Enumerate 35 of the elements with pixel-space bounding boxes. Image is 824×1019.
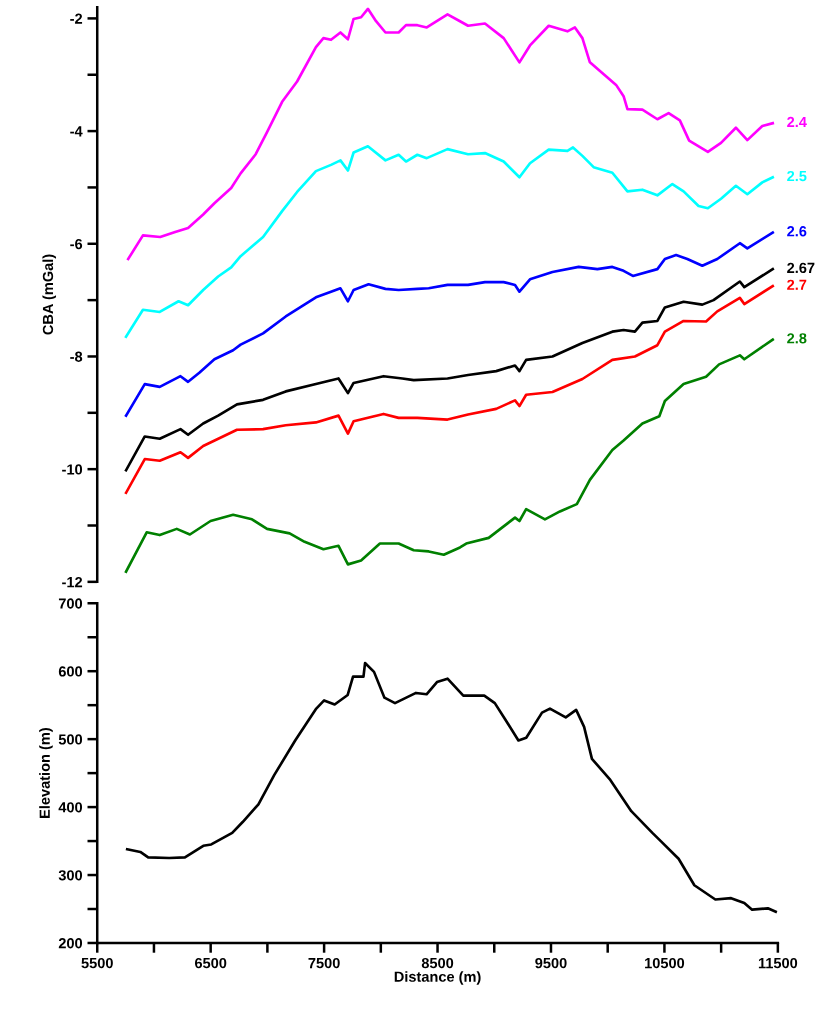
- y-axis-title: Elevation (m): [39, 728, 53, 818]
- line-series: [125, 661, 778, 914]
- x-tick-label: 10500: [645, 957, 685, 969]
- series-label: 2.6: [787, 226, 807, 237]
- y-tick-label: -6: [70, 238, 83, 250]
- series-label: 2.8: [787, 333, 807, 344]
- line-series: [124, 144, 775, 339]
- series-label: 2.4: [787, 116, 807, 127]
- y-tick-label: -2: [70, 13, 83, 24]
- y-tick-label: 200: [58, 938, 83, 949]
- line-series: [126, 7, 775, 261]
- y-tick-label: 400: [58, 802, 83, 813]
- y-axis-title: CBA (mGal): [42, 254, 57, 335]
- y-tick-label: -12: [62, 576, 83, 588]
- line-series: [124, 267, 775, 472]
- x-axis-title: Distance (m): [394, 971, 481, 985]
- line-series: [124, 231, 775, 417]
- x-tick-label: 5500: [81, 957, 113, 969]
- y-tick-label: 500: [58, 734, 83, 745]
- line-series: [124, 284, 775, 495]
- y-tick-label: -10: [62, 464, 83, 475]
- series-label: 2.7: [787, 279, 807, 290]
- x-tick-label: 6500: [194, 957, 227, 969]
- y-tick-label: 700: [58, 598, 83, 609]
- x-tick-label: 9500: [535, 957, 567, 969]
- series-label: 2.5: [787, 170, 807, 182]
- y-tick-label: -8: [70, 351, 83, 362]
- y-tick-label: -4: [70, 126, 83, 137]
- x-tick-label: 8500: [421, 957, 454, 969]
- series-label: 2.67: [787, 262, 815, 274]
- y-tick-label: 600: [58, 666, 83, 677]
- line-series: [124, 338, 775, 574]
- x-tick-label: 7500: [308, 957, 340, 969]
- x-tick-label: 11500: [758, 957, 798, 969]
- y-tick-label: 300: [58, 870, 83, 881]
